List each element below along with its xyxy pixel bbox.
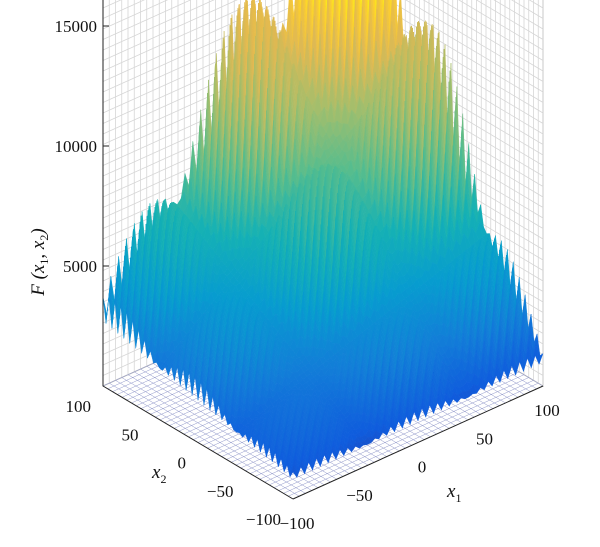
y-tick-label: −100 (246, 510, 281, 529)
grid-line (102, 0, 285, 82)
grid-line (102, 0, 169, 30)
z-tick-label: 15000 (55, 17, 98, 36)
y-axis-title: x2 (151, 462, 166, 486)
surface-patch (294, 0, 302, 21)
x-tick-label: 50 (476, 429, 493, 448)
surface-patch (313, 0, 322, 33)
grid-line (440, 0, 544, 61)
surface-layer (102, 0, 544, 479)
grid-line (102, 0, 308, 93)
grid-line (102, 0, 262, 72)
grid-line (458, 0, 544, 51)
grid-line (493, 0, 544, 30)
axes-layer: 5000 10000 15000 −100 −50 0 50 100 −100 −50 0 50 100 (55, 0, 560, 533)
grid-line (475, 0, 544, 40)
x-tick-label: −50 (346, 486, 373, 505)
surface-patch (289, 464, 298, 478)
surface-patch (362, 0, 370, 37)
x-tick-label: −100 (279, 514, 314, 533)
z-axis-title: F (x1, x2) (28, 228, 51, 296)
y-tick-label: 50 (122, 425, 139, 444)
labels-layer: F (x1, x2) x1 x2 (28, 228, 461, 505)
grid-line (102, 0, 192, 40)
x-axis-line (292, 385, 544, 500)
x-tick-label: 100 (534, 401, 560, 420)
y-tick-label: 0 (178, 454, 187, 473)
y-tick-label: 100 (66, 397, 92, 416)
z-tick-label: 5000 (63, 257, 97, 276)
grid-line (405, 0, 544, 82)
z-tick-label: 10000 (55, 137, 98, 156)
y-tick-label: −50 (207, 482, 234, 501)
x-tick-label: 0 (418, 458, 427, 477)
x-axis-title: x1 (446, 481, 461, 505)
grid-line (102, 0, 215, 51)
grid-line (422, 0, 544, 72)
y-axis-line (102, 385, 294, 500)
grid-line (102, 0, 238, 61)
grid-line (387, 0, 544, 93)
